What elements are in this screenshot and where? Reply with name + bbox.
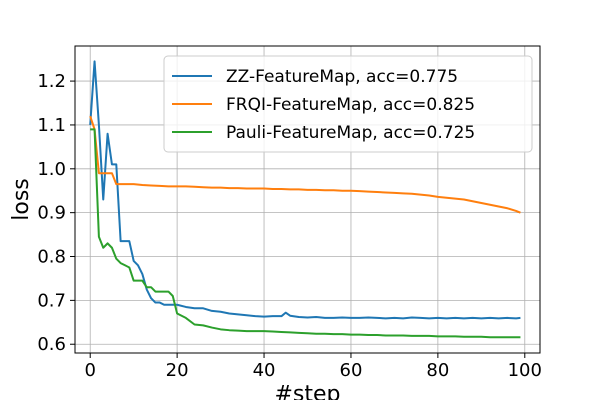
legend-entry-1: FRQI-FeatureMap, acc=0.825 <box>226 95 475 115</box>
plot-frame <box>74 45 541 354</box>
x-tick-label: 80 <box>426 360 449 381</box>
y-tick-label: 0.8 <box>37 247 66 268</box>
legend-entry-2: Pauli-FeatureMap, acc=0.725 <box>226 123 475 143</box>
series-lines <box>89 60 521 339</box>
legend: ZZ-FeatureMap, acc=0.775 FRQI-FeatureMap,… <box>163 55 533 153</box>
y-tick-label: 1.2 <box>37 71 66 92</box>
legend-entry-0: ZZ-FeatureMap, acc=0.775 <box>226 67 458 87</box>
x-tick-label: 60 <box>340 360 363 381</box>
y-tick-label: 1.1 <box>37 115 66 136</box>
x-tick-label: 0 <box>84 360 95 381</box>
y-axis-label: loss <box>9 178 34 221</box>
y-tick-label: 1.0 <box>37 159 66 180</box>
x-tick-label: 40 <box>253 360 276 381</box>
series-line-2 <box>90 128 521 339</box>
x-tick-label: 100 <box>508 360 542 381</box>
series-line-1 <box>89 115 521 214</box>
legend-box <box>163 55 533 153</box>
y-tick-label: 0.6 <box>37 334 66 355</box>
y-tick-label: 0.9 <box>37 203 66 224</box>
axis-ticks: 0 20 40 60 80 100 0.6 0.7 0.8 0.9 1.0 1.1 1.2 <box>37 71 542 381</box>
series-line-0 <box>89 60 521 320</box>
y-tick-label: 0.7 <box>37 290 66 311</box>
x-tick-label: 20 <box>166 360 189 381</box>
x-axis-label: #step <box>274 382 340 400</box>
